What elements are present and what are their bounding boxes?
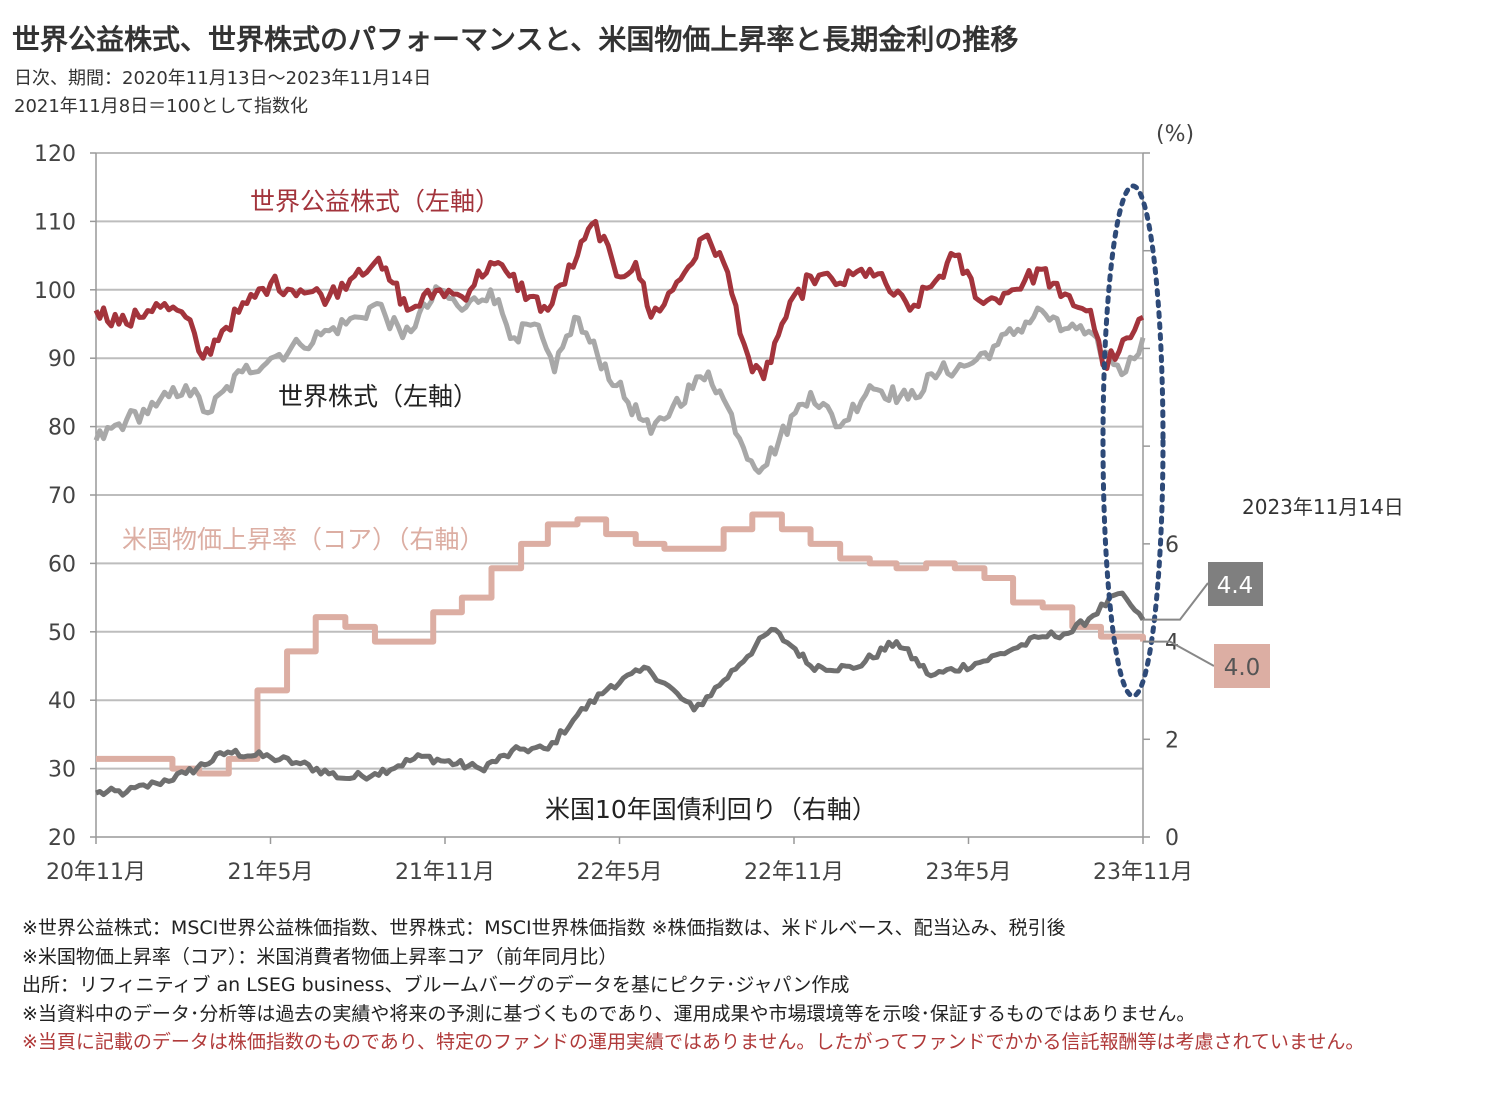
label-us-core-cpi: 米国物価上昇率（コア）（右軸）: [122, 525, 485, 554]
left-tick-label-2: 40: [48, 689, 76, 714]
left-tick-label-8: 100: [34, 279, 76, 304]
overlay: 4.4 4.0: [1100, 183, 1270, 699]
left-tick-label-0: 20: [48, 826, 76, 851]
series-line-us-core-cpi: [96, 511, 1146, 777]
x-tick-label-2: 21年11月: [395, 860, 495, 885]
highlight-ellipse: [1100, 183, 1166, 699]
callout-leader-cpi: [1143, 640, 1215, 667]
callout-leader-yield: [1143, 582, 1209, 621]
chart-subtitle-period: 日次、期間：2020年11月13日～2023年11月14日: [14, 68, 432, 89]
chart-subtitle-index: 2021年11月8日＝100として指数化: [14, 96, 308, 117]
note-0: ※世界公益株式：MSCI世界公益株価指数、世界株式：MSCI世界株価指数 ※株価…: [22, 917, 1066, 939]
x-tick-label-3: 22年5月: [577, 860, 663, 885]
gridlines: [96, 152, 1143, 770]
right-tick-label-1: 2: [1165, 728, 1179, 753]
right-tick-label-3: 6: [1165, 533, 1179, 558]
series-line-world-equity: [93, 284, 1146, 475]
series-labels: 世界公益株式（左軸） 世界株式（左軸） 米国物価上昇率（コア）（右軸） 米国10…: [122, 122, 1404, 824]
callout-box-yield: [1208, 562, 1263, 606]
left-tick-label-4: 60: [48, 552, 76, 577]
note-2: 出所：リフィニティブ an LSEG business、ブルームバーグのデータを…: [22, 974, 850, 996]
right-axis-unit: (%): [1156, 122, 1194, 147]
left-tick-label-10: 120: [34, 142, 76, 167]
footnotes: ※世界公益株式：MSCI世界公益株価指数、世界株式：MSCI世界株価指数 ※株価…: [22, 914, 1472, 1057]
series-line-us-10y-yield: [95, 590, 1146, 798]
x-tick-label-4: 22年11月: [744, 860, 844, 885]
chart-title: 世界公益株式、世界株式のパフォーマンスと、米国物価上昇率と長期金利の推移: [12, 23, 1019, 56]
label-utility-equity: 世界公益株式（左軸）: [250, 187, 500, 216]
left-tick-label-1: 30: [48, 758, 76, 783]
note-3: ※当資料中のデータ･分析等は過去の実績や将来の予測に基づくものであり、運用成果や…: [22, 1002, 1196, 1025]
x-tick-label-6: 23年11月: [1093, 860, 1193, 885]
left-tick-label-9: 110: [34, 210, 76, 235]
x-tick-label-0: 20年11月: [46, 860, 146, 885]
left-tick-label-6: 80: [48, 416, 76, 441]
left-tick-label-3: 50: [48, 621, 76, 646]
disclaimer: ※当頁に記載のデータは株価指数のものであり、特定のファンドの運用実績ではありませ…: [22, 1031, 1365, 1053]
x-tick-label-1: 21年5月: [228, 860, 314, 885]
note-1: ※米国物価上昇率（コア）：米国消費者物価上昇率コア（前年同月比）: [22, 945, 618, 968]
callout-value-cpi: 4.0: [1224, 655, 1261, 681]
left-tick-label-5: 70: [48, 484, 76, 509]
series-group: [93, 218, 1146, 798]
callout-value-yield: 4.4: [1217, 573, 1254, 599]
x-tick-label-5: 23年5月: [926, 860, 1012, 885]
label-us-10y-yield: 米国10年国債利回り（右軸）: [545, 795, 877, 824]
left-tick-label-7: 90: [48, 347, 76, 372]
right-tick-label-0: 0: [1165, 826, 1179, 851]
series-line-utility-equity: [93, 218, 1145, 382]
label-world-equity: 世界株式（左軸）: [278, 382, 478, 411]
callout-box-cpi: [1214, 644, 1270, 688]
date-annotation: 2023年11月14日: [1242, 495, 1404, 519]
